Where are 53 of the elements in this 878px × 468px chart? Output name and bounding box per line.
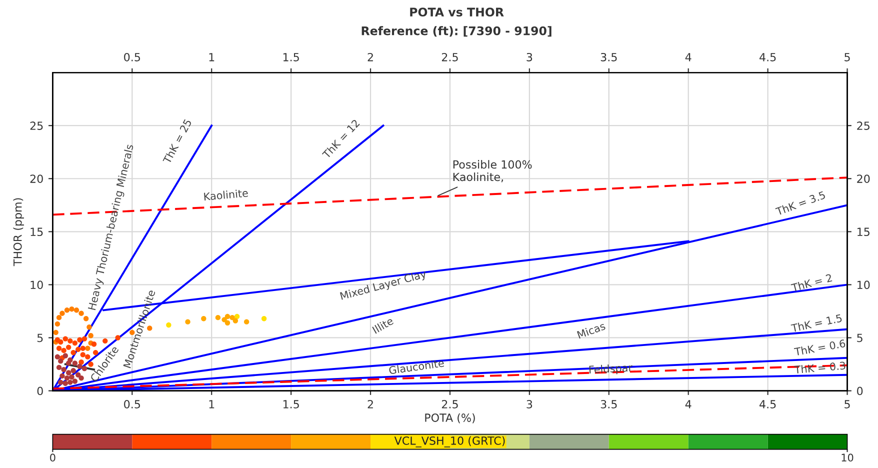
- y2-tick-label: 10: [858, 280, 870, 290]
- x2-tick-label: 4: [685, 53, 692, 62]
- x2-tick-label: 2.5: [442, 52, 458, 62]
- annotation: Micas: [576, 322, 606, 339]
- annotation: Mixed Layer Clay: [340, 269, 428, 302]
- color-bar-label: 10: [842, 454, 854, 462]
- annotation: ThK = 2: [790, 274, 832, 292]
- x-tick-label: 1: [209, 400, 214, 408]
- annotation: Glauconite: [388, 358, 444, 374]
- y2-tick-label: 5: [857, 334, 862, 342]
- x2-tick-label: 3: [526, 52, 532, 62]
- x-tick-label: 4: [685, 400, 692, 408]
- annotation: ThK = 25: [162, 118, 192, 164]
- x-tick-label: 2.5: [442, 400, 458, 408]
- y-tick-label: 20: [30, 174, 43, 183]
- annotation: Feldspar: [589, 363, 633, 376]
- annotation: ThK = 1.5: [790, 314, 842, 332]
- annotation: ThK = 3.5: [775, 190, 826, 216]
- color-bar-title: VCL_VSH_10 (GRTC): [394, 436, 505, 448]
- annotation: Kaolinite: [204, 188, 248, 201]
- x2-tick-label: 1.5: [283, 53, 299, 62]
- chart-subtitle: Reference (ft): [7390 - 9190]: [362, 26, 552, 37]
- y-tick-label: 25: [30, 122, 43, 130]
- y-axis-title: THOR (ppm): [13, 198, 24, 266]
- annotation: ThK = 12: [322, 118, 360, 160]
- x2-tick-label: 0.5: [124, 52, 140, 62]
- x2-tick-label: 2: [368, 52, 373, 62]
- x-tick-label: 2: [368, 400, 373, 408]
- y2-tick-label: 15: [858, 228, 870, 236]
- x2-tick-label: 5: [844, 53, 850, 62]
- x-axis-title: POTA (%): [425, 413, 475, 424]
- y-tick-label: 10: [30, 280, 43, 290]
- y2-tick-label: 25: [857, 122, 870, 130]
- x-tick-label: 4.5: [760, 400, 776, 408]
- y-tick-label: 0: [37, 386, 43, 396]
- annotation: Illite: [372, 316, 394, 334]
- chart-title: POTA vs THOR: [410, 8, 504, 17]
- x2-tick-label: 3.5: [600, 52, 617, 62]
- y2-tick-label: 0: [857, 386, 863, 396]
- annotation: ThK = 0.6: [794, 339, 846, 356]
- x-tick-label: 1.5: [283, 400, 299, 408]
- annotation: Possible 100% Kaolinite,: [453, 160, 532, 182]
- x-tick-label: 5: [844, 400, 850, 408]
- y-tick-label: 15: [30, 228, 43, 236]
- color-bar-label: 0: [50, 454, 56, 462]
- y-tick-label: 5: [37, 334, 43, 342]
- y2-tick-label: 20: [857, 174, 870, 183]
- x2-tick-label: 4.5: [760, 53, 776, 62]
- x2-tick-label: 1: [209, 53, 214, 62]
- x-tick-label: 0.5: [124, 400, 140, 408]
- x-tick-label: 3.5: [600, 400, 617, 408]
- annotation: ThK = 0.3: [794, 361, 846, 374]
- x-tick-label: 3: [526, 400, 532, 408]
